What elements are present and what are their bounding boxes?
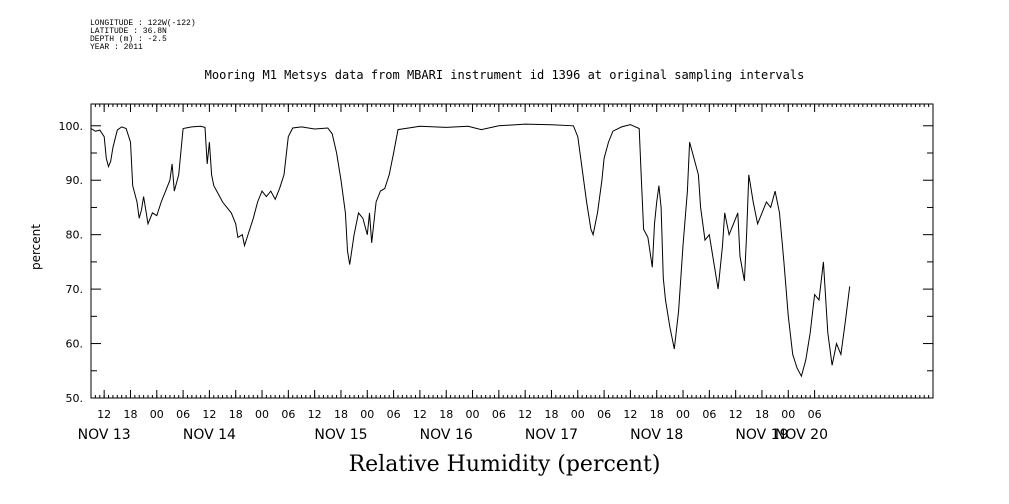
depth-text: DEPTH (m) : -2.5: [90, 35, 167, 44]
x-hour-tick-label: 12: [413, 408, 427, 421]
x-hour-tick-label: 18: [229, 408, 243, 421]
latitude-text: LATITUDE : 36.8N: [90, 27, 167, 36]
x-hour-tick-label: 00: [360, 408, 374, 421]
year-text: YEAR : 2011: [90, 43, 143, 52]
x-hour-tick-label: 12: [97, 408, 111, 421]
x-day-label: NOV 17: [525, 427, 578, 443]
x-hour-tick-label: 18: [650, 408, 664, 421]
x-hour-tick-label: 00: [571, 408, 585, 421]
y-tick-label: 80.: [66, 229, 84, 242]
x-hour-tick-label: 06: [702, 408, 716, 421]
x-hour-tick-label: 00: [466, 408, 480, 421]
x-day-label: NOV 16: [420, 427, 473, 443]
x-hour-tick-label: 00: [255, 408, 269, 421]
x-hour-tick-label: 12: [729, 408, 743, 421]
x-hour-tick-label: 12: [308, 408, 322, 421]
y-tick-label: 60.: [66, 338, 84, 351]
y-tick-label: 70.: [66, 283, 84, 296]
x-hour-tick-label: 12: [518, 408, 532, 421]
y-tick-label: 50.: [66, 392, 84, 405]
x-hour-tick-label: 00: [781, 408, 795, 421]
x-hour-tick-label: 06: [808, 408, 822, 421]
x-hour-tick-label: 18: [755, 408, 769, 421]
x-hour-tick-label: 06: [492, 408, 506, 421]
x-hour-tick-label: 06: [176, 408, 190, 421]
x-hour-tick-label: 06: [387, 408, 401, 421]
humidity-series-line: [90, 123, 851, 378]
x-day-label: NOV 18: [630, 427, 683, 443]
x-hour-tick-label: 06: [597, 408, 611, 421]
x-hour-tick-label: 00: [150, 408, 164, 421]
x-hour-tick-label: 12: [623, 408, 637, 421]
x-hour-tick-label: 18: [439, 408, 453, 421]
x-hour-tick-label: 12: [202, 408, 216, 421]
x-day-label: NOV 14: [183, 427, 236, 443]
x-day-label: NOV 19: [735, 427, 788, 443]
chart-title: Mooring M1 Metsys data from MBARI instru…: [204, 68, 805, 82]
x-hour-tick-label: 18: [334, 408, 348, 421]
x-hour-tick-label: 18: [123, 408, 137, 421]
x-hour-tick-label: 06: [281, 408, 295, 421]
y-tick-label: 100.: [59, 120, 84, 133]
x-day-label: NOV 13: [78, 427, 131, 443]
axis-ticks: [91, 104, 933, 399]
axis-tick-labels: 12 18 00 06 12 18 00 06 12 18 00 06 12 18 00 06 12 18 00 06…: [59, 120, 828, 443]
y-tick-label: 90.: [66, 174, 84, 187]
x-hour-tick-label: 18: [544, 408, 558, 421]
x-axis-caption: Relative Humidity (percent): [348, 452, 661, 477]
x-hour-tick-label: 00: [676, 408, 690, 421]
x-day-label: NOV 15: [314, 427, 367, 443]
x-day-label: NOV 20: [775, 427, 828, 443]
longitude-text: LONGITUDE : 122W(-122): [90, 19, 196, 28]
